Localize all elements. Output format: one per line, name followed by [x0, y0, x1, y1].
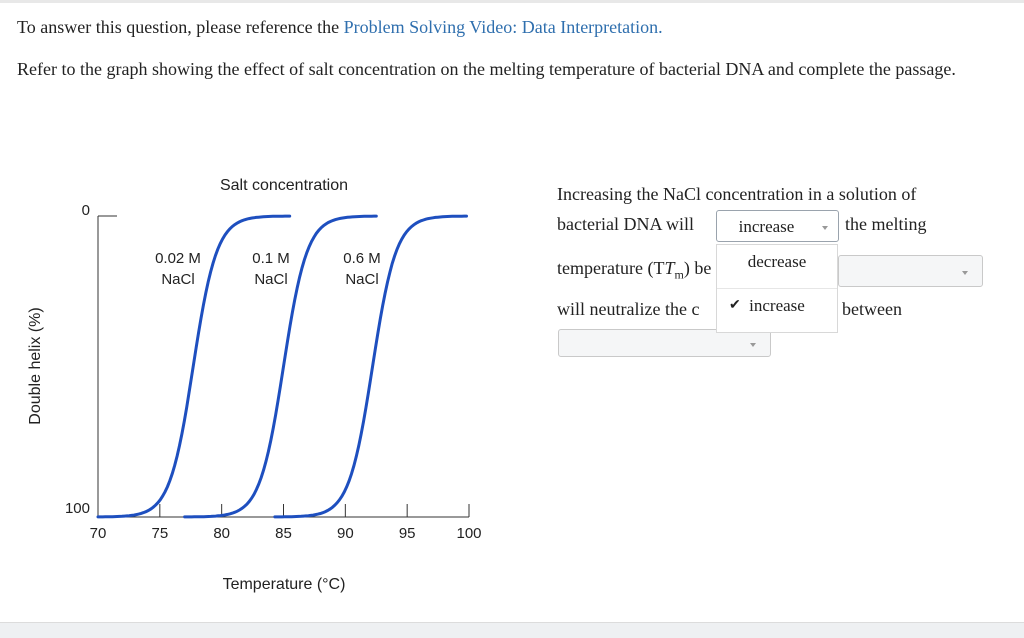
top-border [0, 0, 1024, 3]
x-tick-label: 95 [399, 525, 416, 542]
option-decrease[interactable]: decrease [717, 245, 837, 288]
second-dropdown[interactable] [838, 255, 983, 287]
chevron-down-icon [750, 343, 756, 347]
y-axis-label: Double helix (%) [27, 307, 44, 424]
melting-curve-2 [273, 214, 468, 519]
tm-close: ) [683, 258, 690, 278]
x-tick-label: 75 [151, 525, 168, 542]
series-label-line2: NaCl [161, 271, 194, 288]
chevron-down-icon [962, 271, 968, 275]
dropdown-selected-value: increase [738, 217, 795, 236]
melting-curve-1 [183, 214, 378, 519]
tm-symbol: T [664, 258, 675, 278]
question-reference: To answer this question, please referenc… [17, 17, 663, 38]
passage-line-4: will neutralize the c [557, 299, 700, 319]
series-label-line2: NaCl [254, 271, 287, 288]
chart-curves [96, 214, 468, 519]
passage-line-3: temperature (TTm) be [557, 258, 711, 283]
series-label-line1: 0.02 M [155, 250, 201, 267]
x-axis-label: Temperature (°C) [223, 576, 346, 593]
x-tick-label: 85 [275, 525, 292, 542]
x-tick-label: 70 [90, 525, 107, 542]
chart-labels: 70 75 80 85 90 95 100 0 100 Salt concentration Tem… [27, 177, 482, 593]
x-tick-label: 100 [456, 525, 481, 542]
passage-line-4-end: between [842, 299, 902, 319]
x-tick-label: 90 [337, 525, 354, 542]
option-increase[interactable]: ✔ increase [717, 288, 837, 332]
be-word: be [694, 258, 712, 278]
dna-melting-chart: 70 75 80 85 90 95 100 0 100 Salt concentration Tem… [27, 177, 482, 593]
instruction-text: Refer to the graph showing the effect of… [17, 59, 956, 79]
melting-curve-0 [96, 214, 292, 519]
third-dropdown[interactable] [558, 329, 771, 357]
video-link[interactable]: Problem Solving Video: Data Interpretati… [343, 17, 663, 37]
bottom-bar [0, 622, 1024, 638]
series-label-line1: 0.6 M [343, 250, 381, 267]
series-label-line1: 0.1 M [252, 250, 290, 267]
passage-line-2-end: the melting [845, 214, 927, 234]
salt-effect-dropdown[interactable]: increase [716, 210, 839, 242]
x-tick-label: 80 [213, 525, 230, 542]
chart-title: Salt concentration [220, 177, 348, 194]
passage-line-1: Increasing the NaCl concentration in a s… [557, 184, 917, 204]
y-tick-label: 100 [65, 500, 90, 517]
tm-open: (T [647, 258, 665, 278]
dropdown-menu: decrease ✔ increase [716, 244, 838, 333]
series-label-line2: NaCl [345, 271, 378, 288]
option-label: increase [749, 296, 805, 315]
passage-line-2: bacterial DNA will [557, 214, 694, 234]
temperature-word: temperature [557, 258, 643, 278]
chevron-down-icon [822, 226, 828, 230]
tm-subscript: m [674, 267, 684, 282]
option-label: decrease [747, 252, 807, 271]
checkmark-icon: ✔ [729, 298, 741, 313]
y-tick-label: 0 [82, 202, 90, 219]
reference-prefix: To answer this question, please referenc… [17, 17, 344, 37]
